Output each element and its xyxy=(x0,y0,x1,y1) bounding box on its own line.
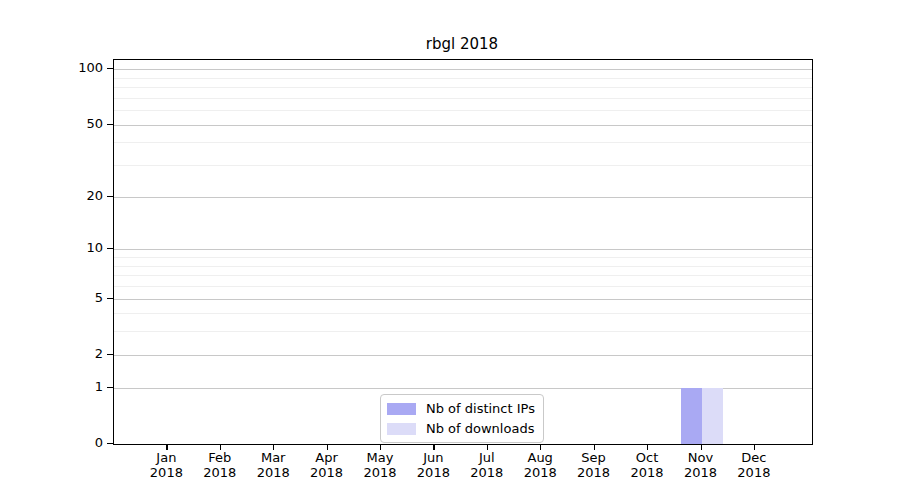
y-tick-label: 0 xyxy=(61,435,103,451)
x-tick-month: Dec xyxy=(724,450,784,465)
x-tick-year: 2018 xyxy=(350,465,410,480)
legend-item: Nb of distinct IPs xyxy=(387,401,535,416)
y-tick-mark xyxy=(107,443,113,444)
x-tick-month: Jul xyxy=(457,450,517,465)
chart-title: rbgl 2018 xyxy=(113,35,811,53)
x-tick-mark xyxy=(701,445,702,450)
y-tick-mark xyxy=(107,354,113,355)
x-tick-year: 2018 xyxy=(403,465,463,480)
gridline-minor xyxy=(114,110,812,111)
x-tick-month: Nov xyxy=(671,450,731,465)
bar-distinct-ips xyxy=(681,388,702,444)
gridline-minor xyxy=(114,87,812,88)
x-tick-month: Feb xyxy=(190,450,250,465)
x-tick-label: Jul2018 xyxy=(457,450,517,480)
y-tick-label: 5 xyxy=(61,290,103,306)
gridline-major xyxy=(114,69,812,70)
y-tick-label: 100 xyxy=(61,60,103,76)
gridline-major xyxy=(114,249,812,250)
x-tick-label: Dec2018 xyxy=(724,450,784,480)
y-tick-mark xyxy=(107,248,113,249)
gridline-minor xyxy=(114,275,812,276)
y-tick-label: 10 xyxy=(61,240,103,256)
x-tick-label: Jun2018 xyxy=(403,450,463,480)
x-tick-month: Apr xyxy=(297,450,357,465)
legend-label: Nb of distinct IPs xyxy=(426,401,535,416)
y-tick-mark xyxy=(107,124,113,125)
x-tick-label: Mar2018 xyxy=(243,450,303,480)
y-tick-label: 50 xyxy=(61,116,103,132)
x-tick-month: May xyxy=(350,450,410,465)
legend-swatch xyxy=(387,423,416,435)
chart-canvas: rbgl 2018 Nb of distinct IPs Nb of downlo… xyxy=(0,0,900,500)
gridline-major xyxy=(114,197,812,198)
x-tick-year: 2018 xyxy=(136,465,196,480)
gridline-minor xyxy=(114,286,812,287)
legend-item: Nb of downloads xyxy=(387,421,535,436)
x-tick-year: 2018 xyxy=(457,465,517,480)
y-tick-label: 1 xyxy=(61,379,103,395)
y-tick-label: 20 xyxy=(61,188,103,204)
x-tick-month: Jan xyxy=(136,450,196,465)
y-tick-mark xyxy=(107,387,113,388)
x-tick-label: Nov2018 xyxy=(671,450,731,480)
gridline-minor xyxy=(114,313,812,314)
x-tick-mark xyxy=(220,445,221,450)
gridline-minor xyxy=(114,98,812,99)
x-tick-mark xyxy=(433,445,434,450)
x-tick-year: 2018 xyxy=(297,465,357,480)
x-tick-year: 2018 xyxy=(564,465,624,480)
x-tick-year: 2018 xyxy=(671,465,731,480)
x-tick-year: 2018 xyxy=(510,465,570,480)
legend-label: Nb of downloads xyxy=(426,421,534,436)
x-tick-month: Mar xyxy=(243,450,303,465)
gridline-major xyxy=(114,299,812,300)
x-tick-month: Aug xyxy=(510,450,570,465)
x-tick-mark xyxy=(594,445,595,450)
x-tick-year: 2018 xyxy=(243,465,303,480)
gridline-minor xyxy=(114,331,812,332)
x-tick-year: 2018 xyxy=(617,465,677,480)
x-tick-month: Jun xyxy=(403,450,463,465)
gridline-minor xyxy=(114,257,812,258)
gridline-major xyxy=(114,125,812,126)
x-tick-label: May2018 xyxy=(350,450,410,480)
gridline-minor xyxy=(114,266,812,267)
x-tick-mark xyxy=(647,445,648,450)
x-tick-label: Apr2018 xyxy=(297,450,357,480)
x-tick-mark xyxy=(540,445,541,450)
x-tick-label: Oct2018 xyxy=(617,450,677,480)
x-tick-month: Oct xyxy=(617,450,677,465)
plot-area: Nb of distinct IPs Nb of downloads xyxy=(113,59,813,445)
x-tick-mark xyxy=(166,445,167,450)
x-tick-mark xyxy=(487,445,488,450)
gridline-minor xyxy=(114,165,812,166)
gridline-major xyxy=(114,355,812,356)
x-tick-year: 2018 xyxy=(724,465,784,480)
x-tick-mark xyxy=(273,445,274,450)
y-tick-mark xyxy=(107,298,113,299)
gridline-minor xyxy=(114,142,812,143)
x-tick-year: 2018 xyxy=(190,465,250,480)
x-tick-mark xyxy=(327,445,328,450)
y-tick-mark xyxy=(107,68,113,69)
legend-swatch xyxy=(387,403,416,415)
bar-downloads xyxy=(702,388,723,444)
y-tick-mark xyxy=(107,196,113,197)
legend: Nb of distinct IPs Nb of downloads xyxy=(380,394,544,443)
x-tick-label: Feb2018 xyxy=(190,450,250,480)
gridline-minor xyxy=(114,78,812,79)
x-tick-label: Jan2018 xyxy=(136,450,196,480)
x-tick-mark xyxy=(754,445,755,450)
x-tick-mark xyxy=(380,445,381,450)
x-tick-month: Sep xyxy=(564,450,624,465)
x-tick-label: Sep2018 xyxy=(564,450,624,480)
y-tick-label: 2 xyxy=(61,346,103,362)
x-tick-label: Aug2018 xyxy=(510,450,570,480)
